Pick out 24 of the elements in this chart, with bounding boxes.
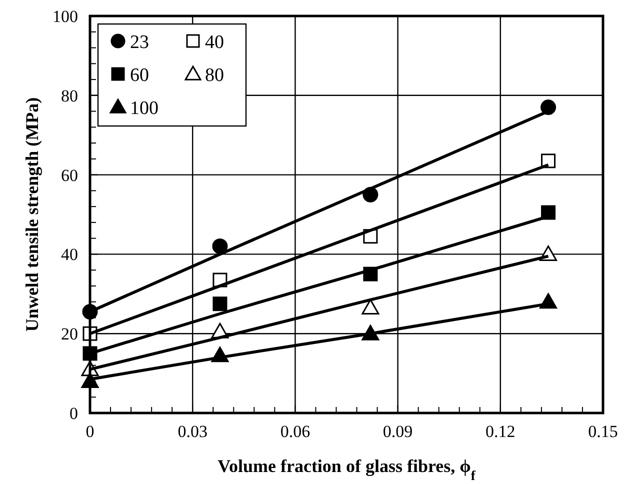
y-tick-label: 80 (61, 86, 78, 106)
x-tick-label: 0 (86, 422, 94, 441)
x-tick-label: 0.06 (280, 422, 310, 441)
point (212, 238, 228, 254)
point (540, 100, 556, 116)
x-tick-label: 0.15 (588, 422, 618, 441)
legend-label: 23 (130, 32, 149, 53)
legend-label: 60 (130, 65, 149, 86)
y-tick-label: 100 (52, 7, 78, 26)
y-tick-label: 60 (61, 166, 78, 185)
legend-label: 80 (205, 65, 224, 86)
x-tick-label: 0.12 (486, 422, 516, 441)
y-axis-title: Unweld tensile strength (MPa) (22, 97, 42, 332)
y-tick-label: 20 (61, 324, 78, 344)
x-axis-title: Volume fraction of glass fibres, ϕ$_{f}$ (218, 456, 476, 482)
x-tick-label: 0.09 (382, 422, 413, 441)
legend-label: 100 (130, 98, 158, 119)
point (541, 205, 556, 220)
legend-label: 40 (205, 32, 224, 53)
point (362, 299, 380, 315)
point (212, 296, 228, 312)
y-tick-label: 40 (61, 245, 78, 264)
y-tick-label: 0 (70, 404, 78, 423)
x-tick-label: 0.03 (178, 422, 208, 441)
